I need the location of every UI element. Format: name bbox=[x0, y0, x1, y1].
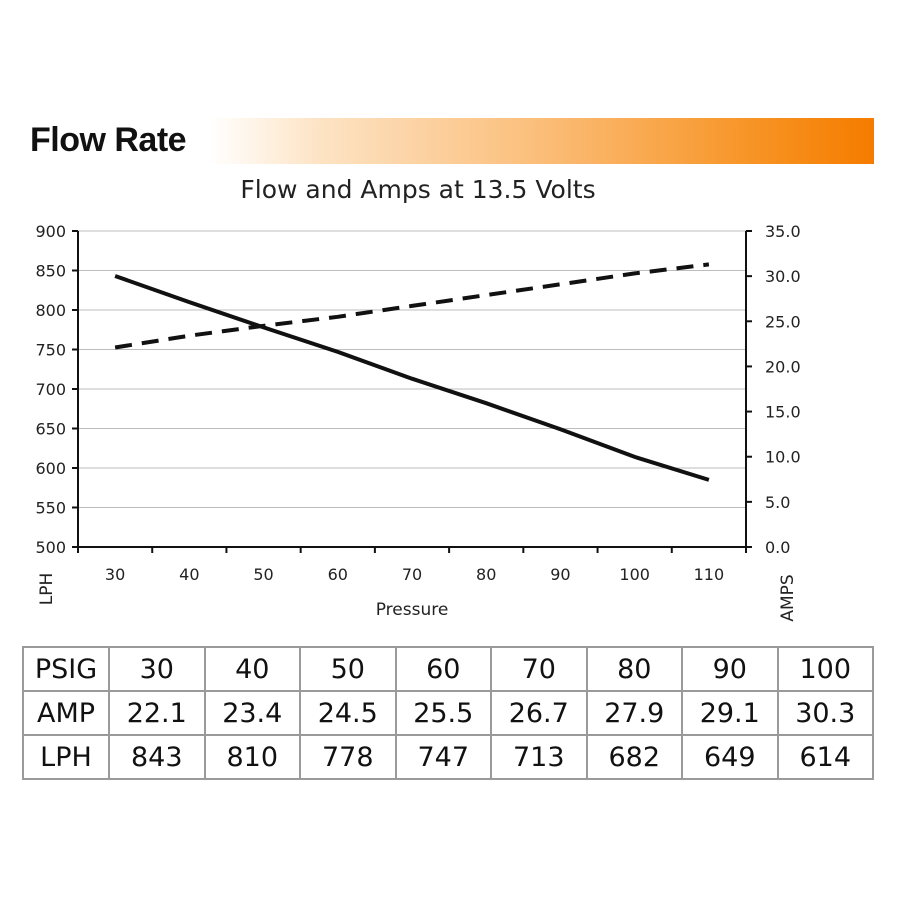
table-cell: 29.1 bbox=[681, 690, 779, 736]
table-row: PSIG 30 40 50 60 70 80 90 100 bbox=[22, 646, 874, 692]
row-header: AMP bbox=[22, 690, 110, 736]
row-header: LPH bbox=[22, 734, 110, 780]
y2-tick-label: 20.0 bbox=[765, 357, 801, 376]
table-cell: 27.9 bbox=[585, 690, 683, 736]
table-cell: 843 bbox=[108, 734, 206, 780]
y-axis-label: LPH bbox=[37, 573, 57, 606]
y2-axis-label: AMPS bbox=[778, 574, 798, 621]
y2-tick-label: 35.0 bbox=[765, 222, 801, 241]
y-tick-label: 550 bbox=[35, 499, 66, 518]
x-tick-label: 60 bbox=[328, 565, 348, 584]
amps-series-line bbox=[114, 262, 710, 350]
table-cell: 682 bbox=[585, 734, 683, 780]
data-table: PSIG 30 40 50 60 70 80 90 100 AMP 22.1 23.4 24.5 25.5… bbox=[22, 646, 874, 780]
lph-series-line bbox=[114, 274, 710, 482]
x-tick-label: 40 bbox=[179, 565, 199, 584]
y2-tick-label: 30.0 bbox=[765, 267, 801, 286]
table-cell: 90 bbox=[681, 646, 779, 692]
x-tick-label: 70 bbox=[402, 565, 422, 584]
y-tick-label: 600 bbox=[35, 459, 66, 478]
y2-tick-label: 0.0 bbox=[765, 538, 790, 557]
y-tick-label: 650 bbox=[35, 420, 66, 439]
grid-lines bbox=[78, 230, 746, 508]
series-lines bbox=[114, 262, 710, 482]
x-tick-label: 110 bbox=[694, 565, 725, 584]
table-cell: 80 bbox=[585, 646, 683, 692]
row-header: PSIG bbox=[22, 646, 110, 692]
y-tick-label: 700 bbox=[35, 380, 66, 399]
table-cell: 25.5 bbox=[394, 690, 492, 736]
y-tick-label: 850 bbox=[35, 262, 66, 281]
table-row: LPH 843 810 778 747 713 682 649 614 bbox=[22, 734, 874, 780]
y2-tick-label: 5.0 bbox=[765, 493, 790, 512]
tick-labels: 500 550 600 650 700 750 800 850 900 0.0 5.0 10.0 15.… bbox=[35, 222, 800, 584]
x-axis-label: Pressure bbox=[376, 600, 449, 620]
table-cell: 747 bbox=[394, 734, 492, 780]
y-tick-label: 900 bbox=[35, 222, 66, 241]
section-title: Flow Rate bbox=[30, 121, 187, 159]
axes bbox=[72, 230, 752, 553]
table-cell: 649 bbox=[681, 734, 779, 780]
table-cell: 60 bbox=[394, 646, 492, 692]
table-cell: 22.1 bbox=[108, 690, 206, 736]
table-cell: 30 bbox=[108, 646, 206, 692]
table-cell: 24.5 bbox=[299, 690, 397, 736]
y-tick-label: 750 bbox=[35, 341, 66, 360]
table-cell: 100 bbox=[776, 646, 874, 692]
table-cell: 70 bbox=[490, 646, 588, 692]
x-tick-label: 90 bbox=[550, 565, 570, 584]
table-cell: 26.7 bbox=[490, 690, 588, 736]
table-cell: 30.3 bbox=[776, 690, 874, 736]
table-cell: 23.4 bbox=[203, 690, 301, 736]
table-cell: 614 bbox=[776, 734, 874, 780]
x-tick-label: 100 bbox=[619, 565, 650, 584]
section-header: Flow Rate bbox=[22, 118, 874, 164]
chart-title: Flow and Amps at 13.5 Volts bbox=[240, 175, 595, 204]
table-cell: 713 bbox=[490, 734, 588, 780]
y2-tick-label: 25.0 bbox=[765, 312, 801, 331]
table-cell: 40 bbox=[203, 646, 301, 692]
table-cell: 50 bbox=[299, 646, 397, 692]
y2-tick-label: 10.0 bbox=[765, 448, 801, 467]
table-cell: 778 bbox=[299, 734, 397, 780]
y-tick-label: 500 bbox=[35, 538, 66, 557]
table-row: AMP 22.1 23.4 24.5 25.5 26.7 27.9 29.1 30.3 bbox=[22, 690, 874, 736]
x-tick-label: 50 bbox=[253, 565, 273, 584]
y2-tick-label: 15.0 bbox=[765, 403, 801, 422]
flow-amps-chart: Flow and Amps at 13.5 Volts 500 550 600 650… bbox=[35, 175, 800, 622]
x-tick-label: 80 bbox=[476, 565, 496, 584]
table-cell: 810 bbox=[203, 734, 301, 780]
y-tick-label: 800 bbox=[35, 301, 66, 320]
x-tick-label: 30 bbox=[105, 565, 125, 584]
